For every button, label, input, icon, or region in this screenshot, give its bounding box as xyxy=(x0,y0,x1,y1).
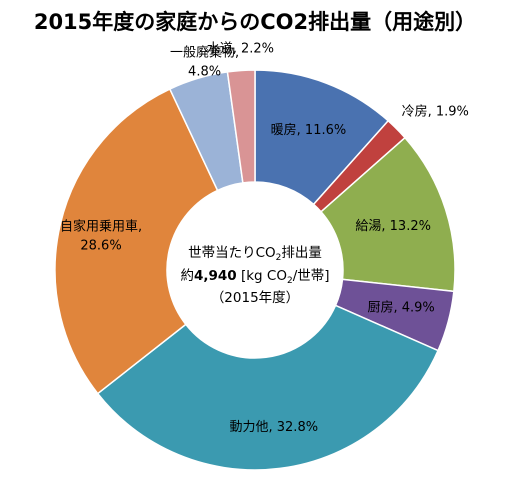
slice-4 xyxy=(96,304,440,471)
slices-group xyxy=(54,69,456,471)
slice-label-6: 一般廃棄物, 4.8% xyxy=(170,45,239,80)
chart-title: 2015年度の家庭からのCO2排出量（用途別） xyxy=(33,10,477,34)
labels-group: 暖房, 11.6% 冷房, 1.9% 給湯, 13.2% 厨房, 4.9% 動力他, 3… xyxy=(60,42,469,435)
slice-7 xyxy=(226,69,256,184)
center-line-2: 約4,940 [kg CO2/世帯] xyxy=(180,268,329,286)
center-line-3: （2015年度） xyxy=(211,290,299,306)
center-line-1: 世帯当たりCO2排出量 xyxy=(188,245,322,263)
donut-hole xyxy=(168,183,342,357)
center-label-group: 世帯当たりCO2排出量 約4,940 [kg CO2/世帯] （2015年度） xyxy=(180,245,329,306)
slice-label-2: 給湯, 13.2% xyxy=(355,219,431,234)
slice-label-7: 水道, 2.2% xyxy=(207,42,274,57)
slice-5 xyxy=(54,88,219,395)
slice-label-1: 冷房, 1.9% xyxy=(402,103,469,119)
slice-label-4: 動力他, 32.8% xyxy=(230,420,319,435)
slice-label-5: 自家用乗用車, 28.6% xyxy=(60,218,142,253)
slice-label-3: 厨房, 4.9% xyxy=(367,299,434,315)
slice-2 xyxy=(319,136,456,293)
slice-label-0: 暖房, 11.6% xyxy=(271,122,347,138)
